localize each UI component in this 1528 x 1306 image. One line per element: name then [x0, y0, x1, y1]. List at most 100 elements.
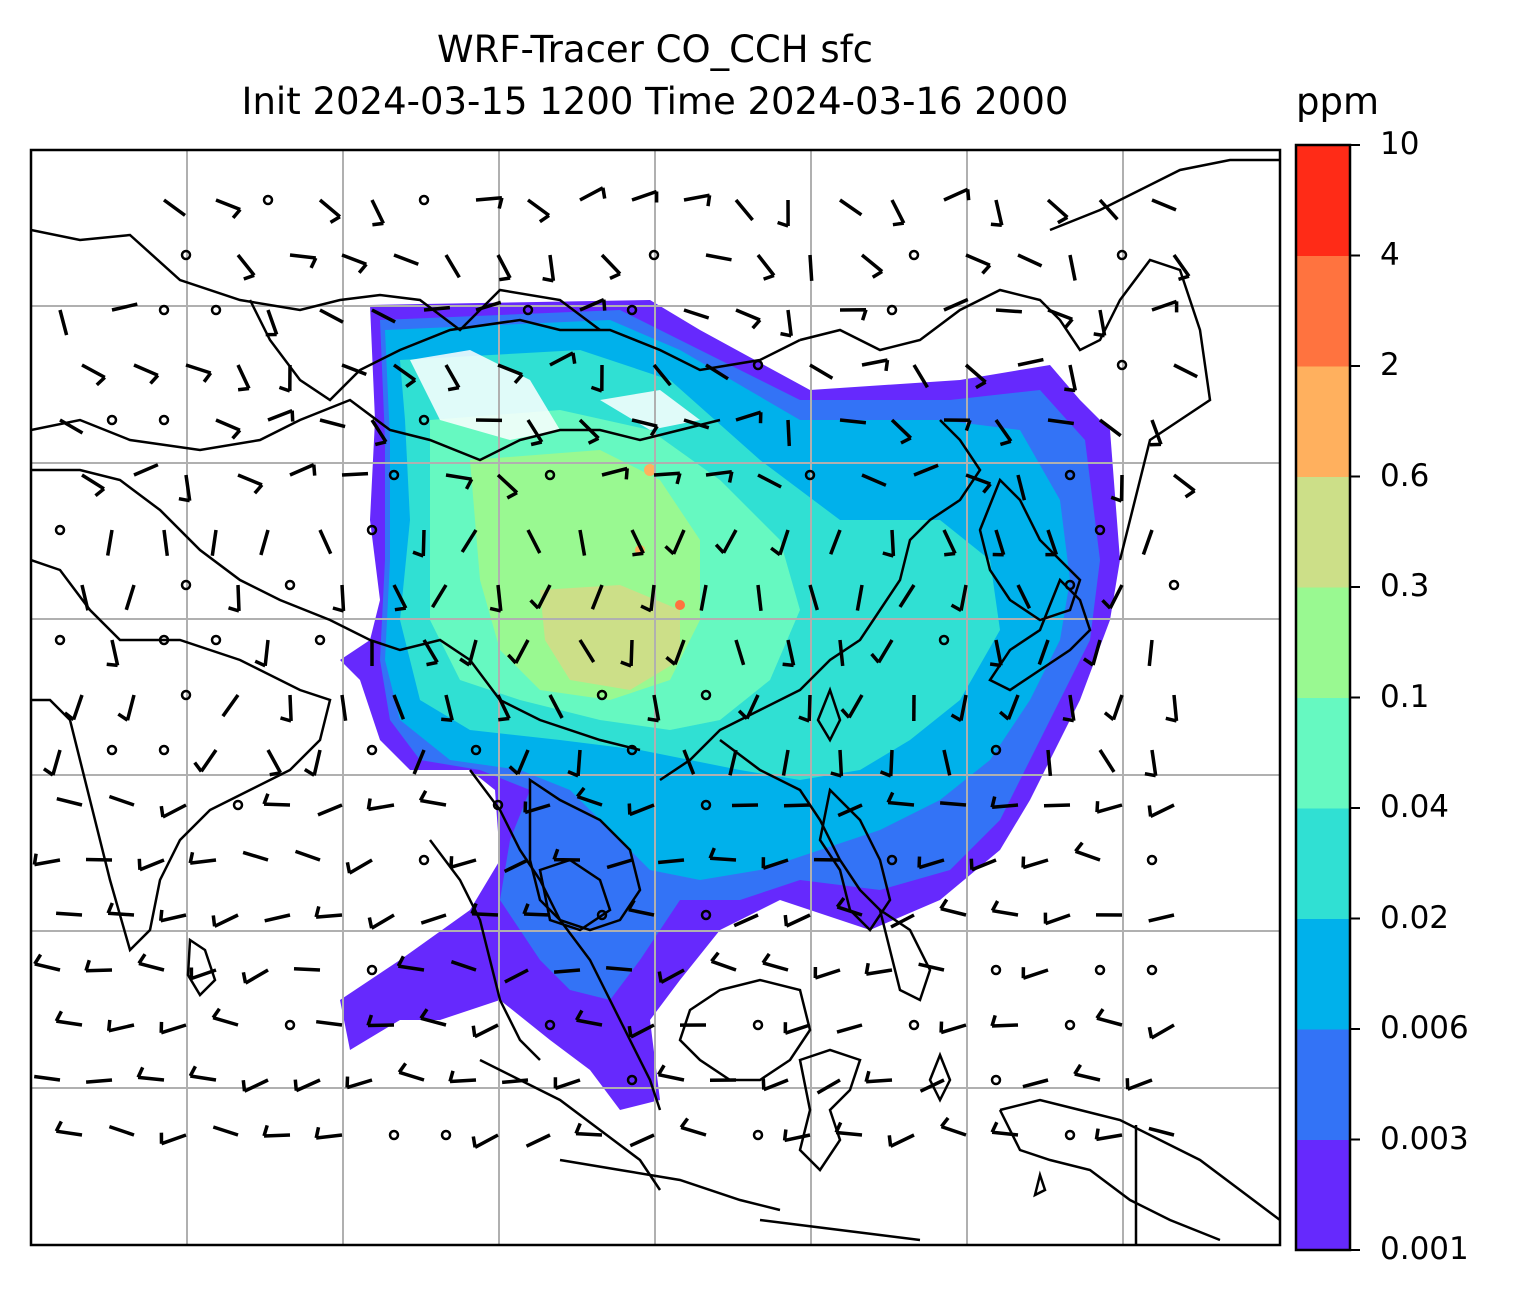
wind-barb	[1016, 584, 1032, 610]
wind-barb	[665, 639, 686, 666]
calm-wind-marker	[752, 1019, 764, 1031]
wind-barb	[366, 1014, 395, 1028]
calm-wind-marker	[544, 469, 556, 481]
wind-barb	[262, 1124, 291, 1138]
wind-barb	[839, 198, 863, 217]
calm-wind-marker	[418, 414, 430, 426]
wind-barb	[1094, 1128, 1123, 1142]
wind-barb	[913, 463, 939, 477]
wind-barb	[85, 857, 113, 862]
wind-barb	[266, 749, 283, 777]
wind-barb	[627, 803, 655, 817]
wind-barb	[1151, 299, 1179, 313]
wind-barb	[578, 639, 596, 664]
wind-barb	[943, 187, 971, 202]
wind-barb	[989, 639, 1003, 668]
wind-barb	[605, 966, 633, 972]
wind-barb	[964, 363, 987, 390]
wind-barb	[939, 898, 967, 917]
wind-barb	[574, 1009, 603, 1027]
wind-barb	[227, 584, 241, 613]
wind-barb	[630, 529, 645, 557]
calm-wind-marker	[1064, 579, 1076, 591]
wind-barbs	[32, 186, 1198, 1149]
wind-barb	[1047, 308, 1074, 329]
calm-wind-marker	[106, 744, 118, 756]
wind-barb	[497, 363, 524, 385]
calm-wind-marker	[522, 304, 534, 316]
wind-barb	[679, 1117, 707, 1137]
colorbar-segment	[1296, 697, 1350, 809]
wind-barb	[943, 297, 969, 312]
wind-barb	[552, 848, 581, 862]
wind-barb	[1043, 912, 1071, 926]
map-title-line-2: Init 2024-03-15 1200 Time 2024-03-16 200…	[241, 80, 1069, 123]
wind-barb	[939, 801, 967, 807]
colorbar-tick-label: 10	[1380, 126, 1420, 162]
wind-barb	[259, 529, 270, 556]
wind-barb	[590, 364, 604, 393]
wind-barb	[918, 962, 945, 972]
wind-barb	[159, 1132, 187, 1146]
wind-barb	[178, 474, 192, 503]
wind-barb	[317, 803, 343, 817]
wind-barb	[1074, 841, 1101, 862]
calm-wind-marker	[990, 1074, 1002, 1086]
wind-barb	[864, 962, 893, 976]
wind-barb	[992, 529, 1006, 557]
calm-wind-marker	[284, 579, 296, 591]
wind-barb	[757, 473, 782, 489]
calm-wind-marker	[938, 634, 950, 646]
wind-barb	[471, 1023, 499, 1039]
wind-barb	[188, 1065, 217, 1082]
wind-barb	[318, 198, 342, 224]
wind-barb	[735, 308, 762, 330]
wind-barb	[600, 253, 622, 280]
wind-barb	[450, 960, 477, 972]
colorbar-tick-label: 0.006	[1380, 1010, 1469, 1046]
wind-barb	[267, 408, 295, 422]
wind-barb	[549, 351, 577, 367]
wind-barb	[111, 302, 138, 312]
calm-wind-marker	[648, 249, 660, 261]
calm-wind-marker	[886, 854, 898, 866]
wind-barb	[81, 363, 106, 387]
wind-barb	[578, 418, 600, 445]
wind-barb	[990, 1014, 1019, 1028]
wind-barb	[574, 1122, 603, 1137]
wind-barb	[950, 584, 968, 613]
wind-barb	[1062, 694, 1076, 723]
wind-barb	[1103, 694, 1124, 721]
wind-barb	[879, 749, 894, 778]
wind-barb	[106, 1019, 135, 1033]
wind-barb	[770, 529, 790, 557]
wind-barb	[496, 254, 512, 282]
wind-barb	[1172, 253, 1191, 281]
wind-barb	[705, 363, 729, 381]
wind-barb	[1144, 749, 1158, 778]
colorbar-tick-label: 0.001	[1380, 1231, 1469, 1267]
calm-wind-marker	[1146, 854, 1158, 866]
wind-barb	[950, 694, 968, 723]
wind-barb	[242, 850, 269, 862]
wind-barb	[998, 694, 1020, 721]
colorbar-segment	[1296, 587, 1350, 698]
wind-barb	[319, 308, 344, 324]
wind-barb	[1021, 856, 1049, 870]
wind-barb	[838, 639, 845, 667]
wind-barb	[332, 584, 346, 613]
wind-barb	[735, 410, 763, 424]
wind-barb	[33, 953, 61, 972]
wind-barb	[314, 1126, 343, 1140]
wind-barb	[504, 968, 529, 984]
wind-barb	[63, 694, 84, 721]
wind-barb	[445, 473, 474, 490]
colorbar-segment	[1296, 918, 1350, 1030]
wind-barb	[136, 1066, 165, 1082]
colorbar-segment	[1296, 1139, 1350, 1251]
wind-barb	[1147, 1023, 1175, 1040]
calm-wind-marker	[1094, 964, 1106, 976]
wind-barb	[1043, 803, 1071, 808]
wind-barb	[85, 1078, 113, 1084]
wind-barb	[526, 529, 542, 554]
